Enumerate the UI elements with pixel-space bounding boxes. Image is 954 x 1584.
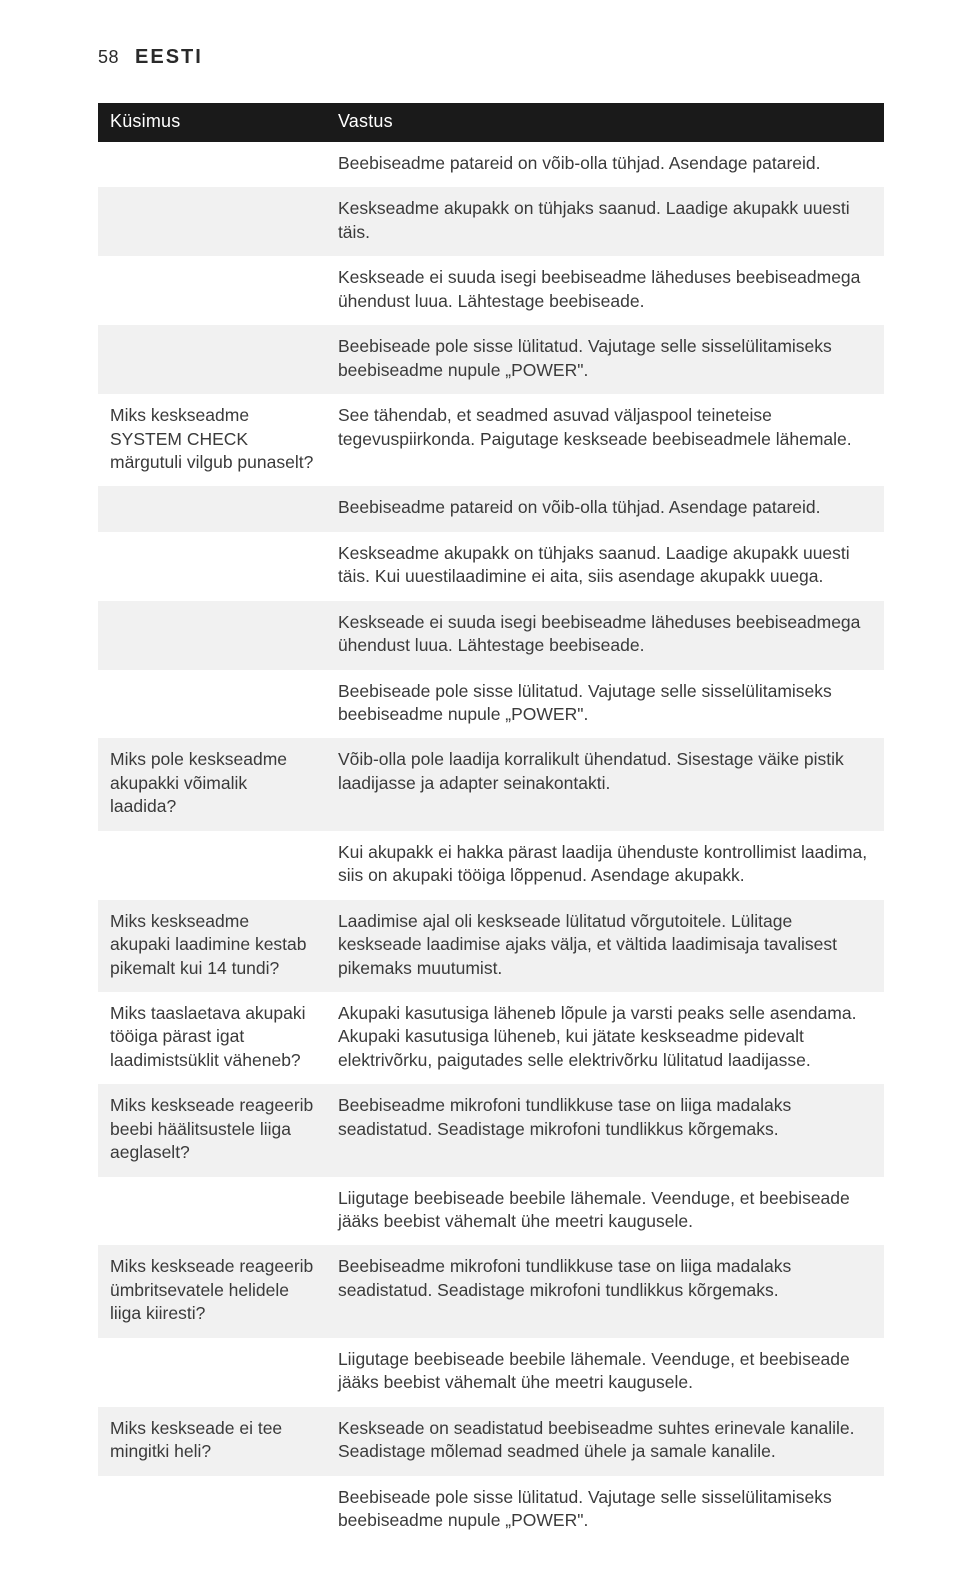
question-cell (98, 601, 326, 670)
table-row: Beebiseade pole sisse lülitatud. Vajutag… (98, 1476, 884, 1545)
question-cell (98, 1476, 326, 1545)
answer-cell: Laadimise ajal oli keskseade lülitatud v… (326, 900, 884, 992)
question-cell (98, 142, 326, 187)
table-row: Beebiseade pole sisse lülitatud. Vajutag… (98, 670, 884, 739)
answer-cell: Beebiseadme mikrofoni tundlikkuse tase o… (326, 1245, 884, 1337)
answer-cell: Beebiseade pole sisse lülitatud. Vajutag… (326, 325, 884, 394)
table-row: Miks taaslaetava akupaki tööiga pärast i… (98, 992, 884, 1084)
question-cell (98, 532, 326, 601)
question-cell: Miks taaslaetava akupaki tööiga pärast i… (98, 992, 326, 1084)
table-body: Beebiseadme patareid on võib-olla tühjad… (98, 142, 884, 1544)
column-header-question: Küsimus (98, 103, 326, 142)
answer-cell: See tähendab, et seadmed asuvad väljaspo… (326, 394, 884, 486)
table-row: Kui akupakk ei hakka pärast laadija ühen… (98, 831, 884, 900)
question-cell (98, 325, 326, 394)
question-cell: Miks keskseadme SYSTEM CHECK märgutuli v… (98, 394, 326, 486)
answer-cell: Akupaki kasutusiga läheneb lõpule ja var… (326, 992, 884, 1084)
table-header: Küsimus Vastus (98, 103, 884, 142)
question-cell (98, 831, 326, 900)
answer-cell: Beebiseade pole sisse lülitatud. Vajutag… (326, 670, 884, 739)
answer-cell: Võib-olla pole laadija korralikult ühend… (326, 738, 884, 830)
table-row: Miks keskseadme SYSTEM CHECK märgutuli v… (98, 394, 884, 486)
table-row: Keskseade ei suuda isegi beebiseadme läh… (98, 256, 884, 325)
answer-cell: Keskseade ei suuda isegi beebiseadme läh… (326, 601, 884, 670)
answer-cell: Keskseade on seadistatud beebiseadme suh… (326, 1407, 884, 1476)
question-cell (98, 670, 326, 739)
answer-cell: Keskseadme akupakk on tühjaks saanud. La… (326, 187, 884, 256)
table-row: Miks pole keskseadme akupakki võimalik l… (98, 738, 884, 830)
table-row: Beebiseade pole sisse lülitatud. Vajutag… (98, 325, 884, 394)
answer-cell: Beebiseade pole sisse lülitatud. Vajutag… (326, 1476, 884, 1545)
answer-cell: Beebiseadme patareid on võib-olla tühjad… (326, 142, 884, 187)
answer-cell: Liigutage beebiseade beebile lähemale. V… (326, 1177, 884, 1246)
question-cell: Miks keskseade reageerib ümbritsevatele … (98, 1245, 326, 1337)
page-header: 58 EESTI (98, 46, 884, 69)
answer-cell: Keskseade ei suuda isegi beebiseadme läh… (326, 256, 884, 325)
table-row: Miks keskseade ei tee mingitki heli?Kesk… (98, 1407, 884, 1476)
question-cell: Miks pole keskseadme akupakki võimalik l… (98, 738, 326, 830)
table-row: Beebiseadme patareid on võib-olla tühjad… (98, 486, 884, 531)
question-cell (98, 187, 326, 256)
answer-cell: Kui akupakk ei hakka pärast laadija ühen… (326, 831, 884, 900)
table-row: Beebiseadme patareid on võib-olla tühjad… (98, 142, 884, 187)
question-cell: Miks keskseade reageerib beebi häälitsus… (98, 1084, 326, 1176)
table-row: Miks keskseadme akupaki laadimine kestab… (98, 900, 884, 992)
document-page: 58 EESTI Küsimus Vastus Beebiseadme pata… (0, 0, 954, 1584)
table-row: Miks keskseade reageerib beebi häälitsus… (98, 1084, 884, 1176)
table-row: Liigutage beebiseade beebile lähemale. V… (98, 1338, 884, 1407)
qa-table: Küsimus Vastus Beebiseadme patareid on v… (98, 103, 884, 1544)
table-row: Keskseadme akupakk on tühjaks saanud. La… (98, 187, 884, 256)
table-row: Liigutage beebiseade beebile lähemale. V… (98, 1177, 884, 1246)
answer-cell: Liigutage beebiseade beebile lähemale. V… (326, 1338, 884, 1407)
question-cell: Miks keskseadme akupaki laadimine kestab… (98, 900, 326, 992)
column-header-answer: Vastus (326, 103, 884, 142)
question-cell (98, 256, 326, 325)
table-row: Keskseade ei suuda isegi beebiseadme läh… (98, 601, 884, 670)
page-number: 58 (98, 47, 119, 68)
question-cell: Miks keskseade ei tee mingitki heli? (98, 1407, 326, 1476)
table-row: Keskseadme akupakk on tühjaks saanud. La… (98, 532, 884, 601)
question-cell (98, 1338, 326, 1407)
answer-cell: Keskseadme akupakk on tühjaks saanud. La… (326, 532, 884, 601)
answer-cell: Beebiseadme mikrofoni tundlikkuse tase o… (326, 1084, 884, 1176)
question-cell (98, 1177, 326, 1246)
table-row: Miks keskseade reageerib ümbritsevatele … (98, 1245, 884, 1337)
question-cell (98, 486, 326, 531)
language-label: EESTI (135, 46, 203, 69)
answer-cell: Beebiseadme patareid on võib-olla tühjad… (326, 486, 884, 531)
